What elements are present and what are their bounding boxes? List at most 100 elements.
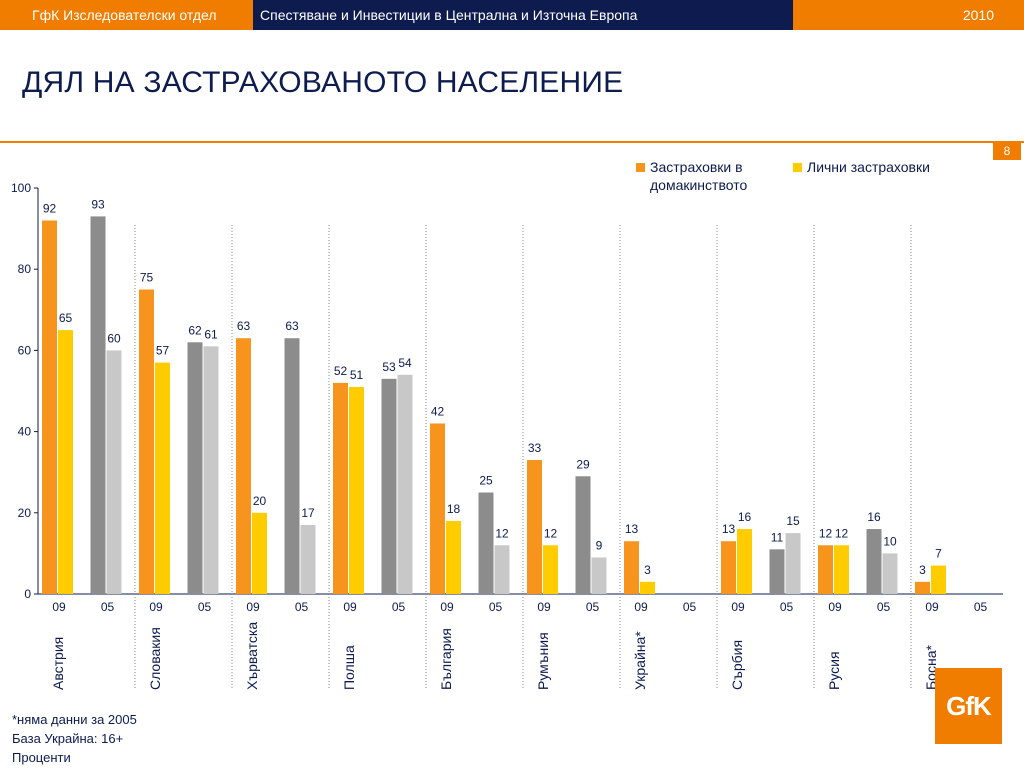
country-label: Русия: [826, 651, 842, 690]
x-tick-label-year: 09: [731, 600, 745, 614]
data-label-personal: 12: [544, 526, 558, 540]
data-label-personal: 60: [107, 331, 121, 345]
x-tick-label-year: 09: [440, 600, 454, 614]
legend-label-household: Застраховки в домакинството: [650, 159, 748, 193]
x-tick-label-year: 05: [780, 600, 794, 614]
data-label-household: 93: [91, 197, 105, 211]
data-label-personal: 16: [738, 510, 752, 524]
country-label: Сърбия: [729, 640, 745, 690]
bar-personal: [882, 553, 898, 594]
data-label-household: 13: [722, 522, 736, 536]
x-tick-label-year: 05: [974, 600, 988, 614]
data-label-household: 11: [771, 530, 784, 544]
bar-household: [187, 342, 203, 594]
title-divider: [0, 141, 1024, 143]
country-label: Украйна*: [632, 631, 648, 690]
bar-household: [430, 423, 445, 594]
x-tick-label-year: 09: [828, 600, 842, 614]
data-label-personal: 7: [935, 547, 942, 561]
data-label-household: 29: [576, 457, 590, 471]
y-tick-label: 20: [18, 506, 32, 520]
bar-personal: [543, 545, 558, 594]
data-label-personal: 15: [786, 514, 800, 528]
bar-personal: [591, 557, 607, 594]
bar-household: [42, 220, 57, 594]
bar-personal: [737, 529, 752, 594]
x-tick-label-year: 09: [925, 600, 939, 614]
x-tick-label-year: 05: [198, 600, 212, 614]
gfk-logo: GfK: [935, 668, 1002, 744]
footnote-unit: Проценти: [12, 750, 71, 765]
data-label-household: 25: [479, 474, 493, 488]
data-label-household: 33: [528, 441, 542, 455]
bar-household: [866, 529, 882, 594]
country-label: Полша: [341, 645, 357, 690]
data-label-personal: 9: [596, 538, 603, 552]
data-label-household: 63: [237, 319, 251, 333]
y-tick-label: 80: [18, 262, 32, 276]
bar-household: [721, 541, 736, 594]
country-label: Хърватска: [244, 622, 260, 690]
year-label: 2010: [794, 0, 1024, 30]
data-label-household: 52: [334, 364, 348, 378]
country-label: Австрия: [50, 637, 66, 690]
data-label-personal: 57: [156, 344, 170, 358]
country-label: България: [438, 628, 454, 690]
data-label-household: 3: [919, 563, 926, 577]
data-label-household: 16: [867, 510, 881, 524]
data-label-household: 12: [819, 526, 833, 540]
x-tick-label-year: 05: [101, 600, 115, 614]
bar-personal: [494, 545, 510, 594]
data-label-personal: 51: [350, 368, 364, 382]
data-label-personal: 3: [644, 563, 651, 577]
data-label-personal: 20: [253, 494, 267, 508]
x-tick-label-year: 09: [634, 600, 648, 614]
x-tick-label-year: 05: [489, 600, 503, 614]
study-title: Спестяване и Инвестиции в Централна и Из…: [253, 0, 793, 30]
y-tick-label: 60: [18, 343, 32, 357]
y-tick-label: 0: [24, 587, 31, 601]
x-tick-label-year: 05: [392, 600, 406, 614]
department-label: ГфК Изследователски отдел: [0, 0, 250, 30]
bar-personal: [397, 374, 413, 594]
bar-household: [624, 541, 639, 594]
x-tick-label-year: 05: [683, 600, 697, 614]
bar-personal: [58, 330, 73, 594]
x-tick-label-year: 09: [343, 600, 357, 614]
data-label-household: 92: [43, 201, 57, 215]
data-label-household: 62: [188, 323, 202, 337]
bar-household: [818, 545, 833, 594]
data-label-personal: 12: [835, 526, 849, 540]
country-label: Словакия: [147, 627, 163, 690]
header-bar: ГфК Изследователски отдел Спестяване и И…: [0, 0, 1024, 30]
bar-personal: [640, 581, 655, 594]
legend-item-personal: Лични застраховки: [793, 158, 963, 176]
data-label-personal: 18: [447, 502, 461, 516]
data-label-household: 13: [625, 522, 639, 536]
data-label-household: 63: [285, 319, 299, 333]
bar-personal: [834, 545, 849, 594]
country-label: Румъния: [535, 632, 551, 690]
footnotes: *няма данни за 2005 База Украйна: 16+ Пр…: [12, 710, 137, 767]
page-number: 8: [993, 142, 1021, 160]
bar-personal: [155, 362, 170, 594]
bar-personal: [349, 386, 364, 594]
x-tick-label-year: 05: [295, 600, 309, 614]
y-tick-label: 40: [18, 425, 32, 439]
data-label-personal: 61: [204, 327, 218, 341]
data-label-household: 42: [431, 404, 445, 418]
bar-household: [575, 476, 591, 594]
bar-personal: [931, 565, 946, 594]
x-tick-label-year: 09: [246, 600, 260, 614]
page-title: ДЯЛ НА ЗАСТРАХОВАНОТО НАСЕЛЕНИЕ: [22, 66, 624, 99]
bar-personal: [446, 520, 461, 594]
x-tick-label-year: 09: [149, 600, 163, 614]
bar-household: [333, 382, 348, 594]
bar-personal: [300, 524, 316, 594]
bar-household: [236, 338, 251, 594]
data-label-personal: 17: [301, 506, 315, 520]
bar-household: [284, 338, 300, 594]
bar-household: [527, 460, 542, 594]
bar-personal: [252, 512, 267, 594]
